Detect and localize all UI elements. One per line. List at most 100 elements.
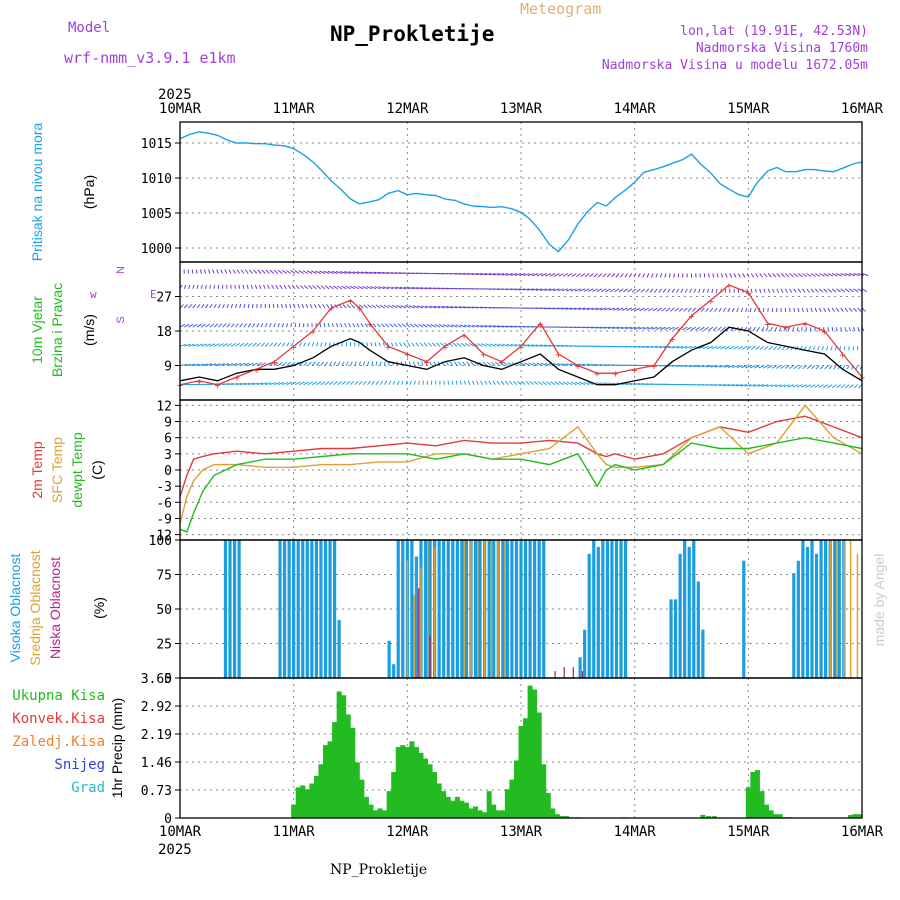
precip-bar: [413, 747, 419, 818]
wind-legend-n: N: [115, 266, 127, 274]
wind-barb: [831, 327, 834, 332]
wind-barb: [658, 288, 663, 293]
wind-barb: [409, 380, 412, 385]
wind-barb: [656, 307, 662, 312]
wind-barb: [414, 323, 419, 328]
cloud-bar: [510, 540, 514, 678]
wind-barb: [429, 305, 436, 309]
wind-barb: [333, 381, 338, 386]
wind-barb: [684, 288, 688, 293]
cloud-bar: [836, 540, 838, 678]
wind-barb: [243, 303, 246, 309]
cloud-bar: [470, 540, 472, 678]
temp-ylabel-2m: 2m Temp: [29, 441, 45, 499]
wind-barb: [676, 365, 684, 367]
wind-barb: [567, 273, 573, 277]
precip-bar: [848, 814, 854, 818]
wind-barb: [727, 384, 735, 387]
wind-barb: [776, 288, 780, 293]
wind-barb: [720, 273, 724, 278]
wind-barb: [348, 271, 355, 274]
wind-barb: [269, 382, 276, 386]
bottom-x-tick-label: 10MAR: [159, 824, 202, 840]
wind-barb: [201, 343, 208, 347]
wind-barb: [761, 384, 769, 387]
wind-barb: [260, 382, 268, 386]
wind-barb: [570, 288, 577, 292]
wind-barb: [668, 273, 671, 278]
wind-barb: [205, 323, 210, 328]
wind-barb: [378, 286, 385, 290]
cloud-bar: [581, 671, 583, 678]
wind-barb: [787, 327, 791, 332]
wind-barb: [350, 304, 356, 309]
wind-barb: [419, 342, 424, 347]
wind-barb: [670, 307, 675, 312]
wind-barb: [569, 307, 577, 310]
wind-barb: [575, 273, 581, 278]
cloud-bar: [619, 540, 623, 678]
precip-bar: [377, 808, 383, 818]
wind-barb: [575, 381, 581, 386]
wind-barb: [367, 361, 370, 366]
wind-barb: [825, 346, 829, 351]
wind-barb: [422, 380, 425, 385]
wind-barb: [472, 324, 479, 328]
cloud-bar: [296, 540, 300, 678]
wind-barb: [269, 342, 274, 347]
wind-barb: [728, 345, 735, 350]
wind-barb: [396, 304, 402, 309]
wind-barb: [680, 365, 688, 367]
wind-barb: [855, 365, 859, 370]
wind-barb: [844, 384, 850, 389]
wind-barb: [236, 269, 241, 274]
wind-barb: [680, 288, 684, 293]
wind-barb: [537, 381, 543, 386]
wind-barb: [335, 323, 339, 328]
wind-barb: [642, 326, 650, 330]
wind-barb: [702, 288, 705, 293]
wind-barb: [361, 285, 368, 290]
wind-y-tick-label: 27: [156, 291, 172, 306]
wind-barb: [386, 286, 394, 290]
wind-barb: [784, 273, 790, 278]
precip-bar: [304, 789, 310, 818]
gust-marker: +: [537, 319, 543, 330]
wind-barb: [681, 326, 688, 331]
wind-barb: [230, 323, 235, 328]
wind-barb: [497, 273, 505, 276]
wind-barb: [693, 288, 697, 293]
wind-barb: [544, 288, 551, 292]
cloud-bar: [683, 540, 687, 678]
wind-barb: [488, 325, 496, 328]
wind-barb: [544, 362, 552, 366]
wind-barb: [638, 326, 645, 330]
wind-barb: [459, 324, 466, 328]
bottom-x-tick-label: 11MAR: [273, 824, 316, 840]
wind-barb: [433, 361, 437, 366]
wind-barb: [290, 323, 293, 328]
wind-barb: [413, 380, 416, 385]
wind-barb: [293, 303, 296, 309]
cloud-bar: [587, 553, 591, 678]
wind-barb: [239, 303, 242, 309]
wind-barb: [740, 384, 748, 387]
pressure-y-tick-label: 1000: [141, 242, 172, 257]
cloud-bar: [406, 560, 409, 678]
wind-barb: [731, 307, 735, 313]
wind-barb: [580, 273, 586, 278]
wind-barb: [761, 326, 765, 332]
gust-marker: +: [708, 296, 714, 307]
wind-barb: [458, 361, 462, 366]
wind-barb: [369, 271, 377, 274]
wind-barb: [524, 362, 530, 366]
wind-barb: [258, 284, 262, 290]
wind-barb: [282, 269, 287, 274]
wind-barb: [812, 346, 816, 351]
wind-barb: [535, 344, 543, 347]
gust-marker: +: [669, 335, 675, 346]
cloud-bar: [596, 546, 600, 678]
top-x-tick-label: 11MAR: [273, 101, 316, 117]
wind-barb: [814, 384, 820, 388]
wind-barb: [464, 342, 471, 347]
